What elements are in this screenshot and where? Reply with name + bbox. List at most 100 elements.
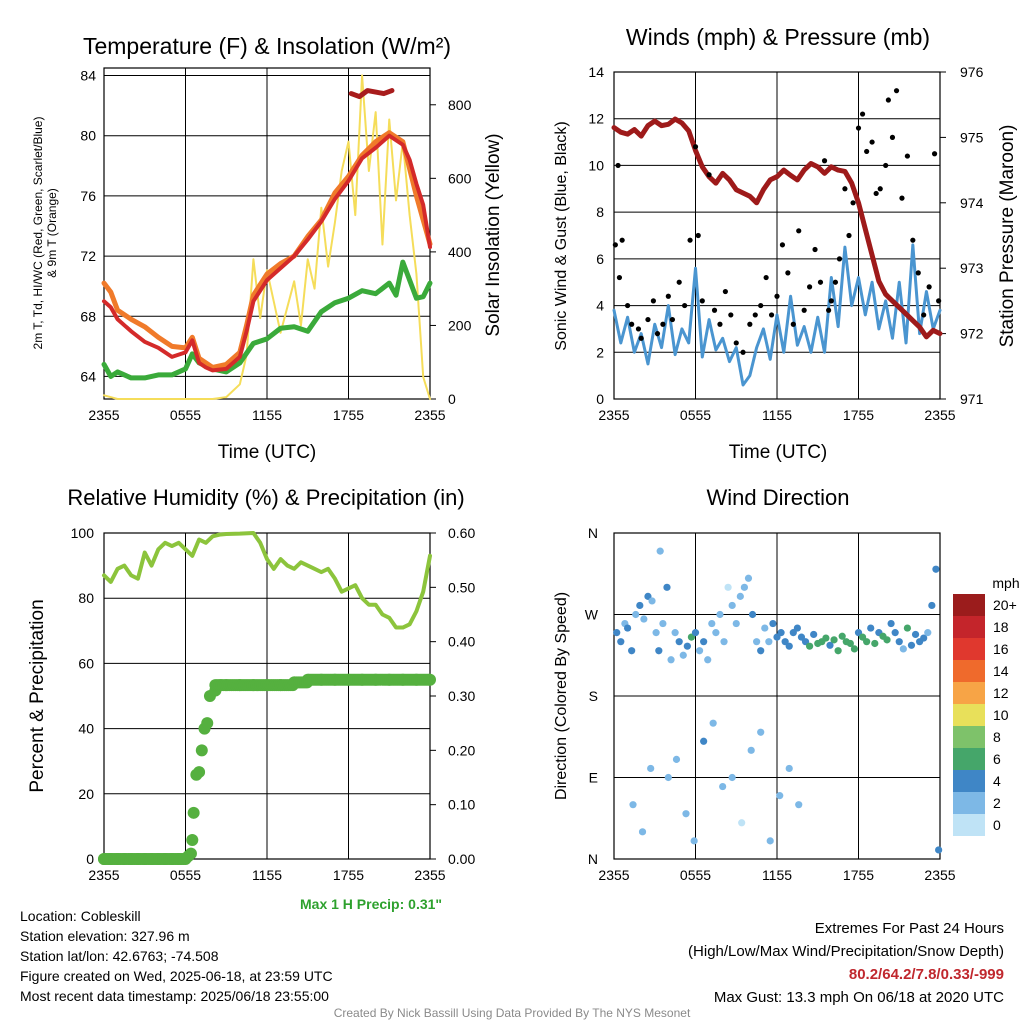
dir-point bbox=[652, 629, 660, 637]
winds-gust-point bbox=[926, 284, 932, 290]
dir-legend-swatch bbox=[953, 616, 985, 638]
dir-legend-label: 8 bbox=[993, 729, 1001, 745]
dir-point bbox=[747, 746, 755, 754]
winds-gust-point bbox=[747, 321, 753, 327]
temp-ytick-label: 76 bbox=[80, 188, 96, 204]
dir-point bbox=[682, 810, 690, 818]
winds-gust-point bbox=[722, 288, 728, 295]
temperature-xlabel: Time (UTC) bbox=[218, 442, 317, 463]
winds-gust-point bbox=[612, 242, 618, 248]
rh-precip-point bbox=[186, 833, 199, 846]
winds-xlabel: Time (UTC) bbox=[729, 442, 828, 463]
winds-series-wind bbox=[612, 243, 942, 387]
winds-gust-point bbox=[638, 335, 644, 341]
dir-point bbox=[928, 601, 936, 610]
winds-gust-point bbox=[665, 293, 671, 299]
dir-point bbox=[907, 641, 916, 649]
dir-point bbox=[738, 819, 746, 827]
winds-gust-point bbox=[801, 307, 807, 313]
dir-point bbox=[740, 583, 749, 591]
dir-ytick-label: S bbox=[589, 688, 598, 704]
rh-xtick-label: 2355 bbox=[88, 867, 119, 883]
dir-legend-swatch bbox=[953, 770, 985, 792]
dir-legend-swatch bbox=[953, 594, 985, 616]
dir-xtick-label: 1755 bbox=[843, 867, 874, 883]
rh-ytick-label: 20 bbox=[78, 786, 94, 802]
dir-point bbox=[744, 574, 753, 582]
dir-point bbox=[753, 638, 761, 646]
dir-point bbox=[769, 619, 777, 628]
dir-point bbox=[838, 632, 846, 640]
winds-ytick-label: 0 bbox=[596, 391, 604, 407]
winds-gust-point bbox=[790, 321, 796, 327]
dir-point bbox=[671, 629, 679, 637]
temp-y2tick-label: 0 bbox=[448, 391, 456, 407]
dir-point bbox=[716, 610, 724, 619]
direction-title: Wind Direction bbox=[706, 485, 849, 510]
winds-title: Winds (mph) & Pressure (mb) bbox=[626, 24, 930, 50]
dir-ytick-label: N bbox=[588, 851, 598, 867]
dir-point bbox=[672, 755, 681, 763]
dir-point bbox=[623, 624, 632, 632]
temp-y2tick-label: 800 bbox=[448, 97, 472, 113]
dir-point bbox=[891, 629, 899, 637]
winds-ytick-label: 2 bbox=[596, 344, 604, 360]
dir-legend-swatch bbox=[953, 726, 985, 748]
winds-gust-point bbox=[821, 158, 828, 164]
winds-gust-point bbox=[660, 321, 666, 327]
dir-point bbox=[691, 629, 700, 637]
temp-xtick-label: 1155 bbox=[252, 407, 282, 423]
winds-gust-point bbox=[616, 274, 623, 281]
winds-gust-point bbox=[889, 134, 896, 140]
winds-y2tick-label: 974 bbox=[960, 195, 984, 211]
winds-gust-point bbox=[807, 284, 813, 290]
dir-point bbox=[663, 583, 671, 591]
dir-point bbox=[867, 624, 875, 632]
dir-point bbox=[766, 837, 774, 845]
winds-gust-point bbox=[706, 172, 712, 178]
rh-xtick-label: 1755 bbox=[333, 867, 364, 883]
dir-point bbox=[704, 656, 712, 664]
dir-point bbox=[765, 638, 773, 646]
dir-legend-label: 20+ bbox=[993, 597, 1017, 613]
winds-gust-point bbox=[758, 302, 764, 309]
winds-xtick-label: 1755 bbox=[843, 407, 874, 423]
dir-legend-swatch bbox=[953, 748, 985, 770]
recent-timestamp: Most recent data timestamp: 2025/06/18 2… bbox=[20, 988, 329, 1004]
winds-ytick-label: 14 bbox=[588, 64, 604, 80]
dir-legend-swatch bbox=[953, 682, 985, 704]
winds-gust-point bbox=[899, 195, 905, 201]
dir-point bbox=[846, 639, 854, 648]
winds-gust-point bbox=[692, 144, 699, 150]
dir-point bbox=[810, 630, 818, 639]
rh-precip-point bbox=[195, 744, 208, 757]
dir-point bbox=[659, 619, 667, 628]
dir-point bbox=[732, 619, 740, 628]
dir-point bbox=[664, 773, 672, 782]
station-location: Location: Cobleskill bbox=[20, 908, 141, 924]
dir-point bbox=[806, 642, 814, 650]
dir-point bbox=[636, 601, 644, 610]
temp-series-temp bbox=[102, 133, 432, 373]
dir-legend-label: 0 bbox=[993, 817, 1001, 833]
winds-gust-point bbox=[832, 279, 839, 285]
temp-frame bbox=[103, 67, 431, 400]
rh-precip-point bbox=[177, 853, 190, 865]
rh-ytick-label: 60 bbox=[78, 655, 94, 671]
winds-gust-point bbox=[885, 97, 891, 103]
dir-point bbox=[793, 624, 801, 632]
rh-ytick-label: 100 bbox=[71, 525, 95, 541]
temperature-ylabel-line2: & 9m T (Orange) bbox=[45, 188, 59, 278]
rh-precip-point bbox=[187, 806, 200, 819]
extremes-info: Extremes For Past 24 Hours (High/Low/Max… bbox=[688, 917, 1004, 1009]
dir-point bbox=[911, 630, 920, 639]
direction-ylabel: Direction (Colored By Speed) bbox=[553, 592, 570, 800]
credit-footer: Created By Nick Bassill Using Data Provi… bbox=[333, 1006, 691, 1020]
winds-gust-point bbox=[682, 302, 688, 309]
dir-legend-label: 2 bbox=[993, 795, 1001, 811]
temp-series-dewpoint bbox=[101, 259, 433, 381]
winds-gust-point bbox=[836, 256, 843, 262]
max-gust: Max Gust: 13.3 mph On 06/18 at 2020 UTC bbox=[713, 989, 1004, 1006]
winds-gust-point bbox=[687, 237, 693, 243]
dir-point bbox=[613, 629, 621, 637]
